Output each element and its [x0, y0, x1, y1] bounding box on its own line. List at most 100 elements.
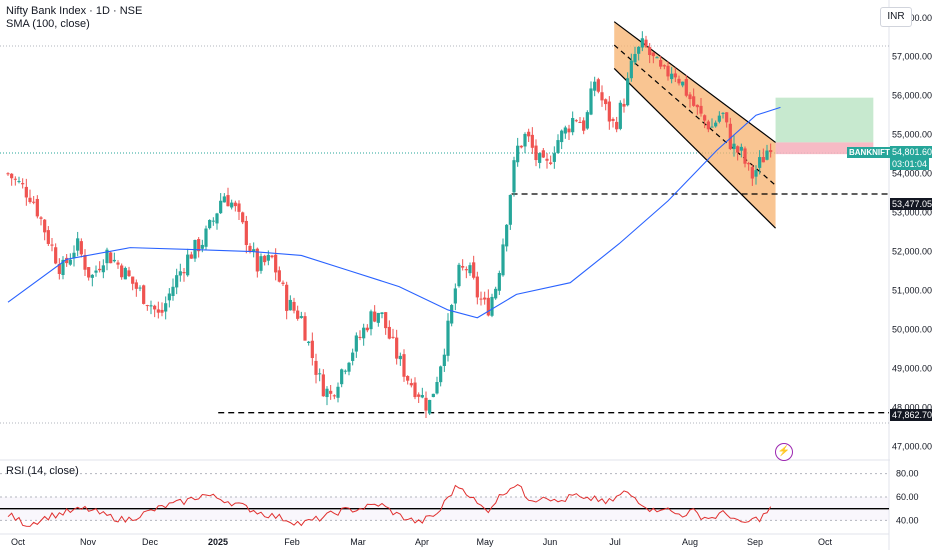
- candle-body: [736, 146, 740, 153]
- lightning-icon[interactable]: ⚡: [775, 443, 793, 461]
- candle-body: [54, 247, 58, 264]
- candle-body: [61, 259, 65, 275]
- currency-badge[interactable]: INR: [880, 7, 912, 27]
- candle-body: [226, 195, 230, 207]
- candle-body: [32, 201, 36, 203]
- candle-body: [255, 248, 259, 272]
- candle-body: [208, 219, 212, 229]
- candle-body: [329, 390, 333, 394]
- x-tick-label: Nov: [80, 537, 97, 547]
- candle-body: [556, 140, 560, 154]
- candle-body: [409, 383, 413, 386]
- candle-body: [112, 259, 116, 262]
- candle-body: [450, 305, 454, 324]
- candle-body: [596, 79, 600, 92]
- candle-body: [24, 186, 28, 198]
- candle-body: [505, 224, 509, 247]
- y-tick-label: 57,000.00: [892, 52, 932, 62]
- candle-body: [710, 126, 714, 128]
- x-tick-label: Apr: [415, 537, 429, 547]
- channel-fill: [614, 21, 776, 229]
- candle-body: [739, 146, 743, 151]
- candle-body: [464, 269, 468, 271]
- candle-body: [604, 99, 608, 105]
- candle-body: [761, 156, 765, 163]
- candle-body: [703, 115, 707, 121]
- candle-body: [149, 305, 153, 307]
- x-tick-label: Jul: [609, 537, 621, 547]
- candle-body: [681, 81, 685, 86]
- candle-body: [277, 270, 281, 282]
- candle-body: [358, 336, 362, 338]
- candle-body: [134, 282, 138, 289]
- candle-body: [266, 254, 270, 261]
- candle-body: [494, 288, 498, 299]
- candle-body: [538, 153, 542, 163]
- x-tick-label: 2025: [208, 537, 228, 547]
- candle-body: [325, 388, 329, 398]
- candle-body: [380, 312, 384, 314]
- candle-body: [666, 65, 670, 77]
- rsi-tick-label: 40.00: [896, 515, 919, 525]
- candle-body: [571, 118, 575, 133]
- candle-body: [131, 276, 135, 284]
- candle-body: [244, 220, 248, 246]
- candle-body: [750, 167, 754, 179]
- candle-body: [160, 309, 164, 313]
- candle-body: [706, 121, 710, 130]
- candle-body: [534, 145, 538, 161]
- candle-body: [413, 382, 417, 398]
- candle-body: [728, 123, 732, 150]
- candle-body: [332, 395, 336, 397]
- candle-body: [391, 336, 395, 338]
- candle-body: [472, 262, 476, 278]
- candle-body: [629, 60, 633, 79]
- candle-body: [574, 120, 578, 122]
- candle-body: [439, 366, 443, 383]
- candle-body: [486, 297, 490, 316]
- candle-body: [101, 265, 105, 273]
- candle-body: [648, 47, 652, 56]
- candle-body: [446, 320, 450, 356]
- candle-body: [637, 46, 641, 54]
- candle-body: [219, 200, 223, 214]
- candle-body: [670, 73, 674, 80]
- candle-body: [13, 178, 17, 180]
- candle-body: [615, 121, 619, 130]
- candle-body: [314, 360, 318, 375]
- y-tick-label: 49,000.00: [892, 363, 932, 373]
- candle-body: [659, 60, 663, 67]
- candle-body: [373, 311, 377, 322]
- candle-body: [589, 88, 593, 115]
- candle-body: [105, 249, 109, 264]
- candle-body: [347, 362, 351, 372]
- candle-body: [725, 112, 729, 123]
- candle-body: [607, 101, 611, 122]
- candle-body: [164, 303, 168, 312]
- candle-body: [516, 145, 520, 163]
- x-tick-label: Jun: [543, 537, 558, 547]
- candle-body: [549, 162, 553, 164]
- candle-body: [765, 150, 769, 160]
- candle-body: [732, 143, 736, 150]
- target-zone: [775, 97, 874, 143]
- candle-body: [714, 122, 718, 127]
- candle-body: [204, 228, 208, 247]
- candle-body: [479, 298, 483, 300]
- candle-body: [585, 112, 589, 129]
- x-tick-label: Aug: [682, 537, 698, 547]
- candle-body: [626, 78, 630, 106]
- candle-body: [692, 96, 696, 106]
- candle-body: [109, 252, 113, 264]
- y-tick-label: 52,000.00: [892, 247, 932, 257]
- candle-body: [747, 163, 751, 165]
- candle-body: [230, 202, 234, 208]
- candle-body: [428, 399, 432, 414]
- rsi-line: [7, 483, 772, 527]
- candle-body: [237, 203, 241, 212]
- candle-body: [684, 78, 688, 96]
- candle-body: [21, 183, 25, 185]
- rsi-legend: RSI (14, close): [6, 465, 79, 477]
- candle-body: [662, 65, 666, 67]
